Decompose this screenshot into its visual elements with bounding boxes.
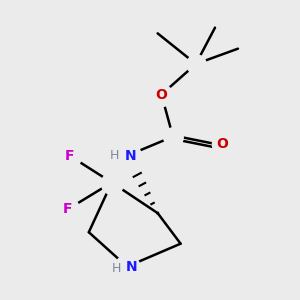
Text: F: F [65,149,74,163]
Text: H: H [110,149,119,162]
Text: F: F [63,202,73,216]
Text: O: O [155,88,167,102]
Text: N: N [125,149,137,163]
Text: N: N [126,260,137,274]
Text: H: H [112,262,121,275]
Text: O: O [217,137,229,151]
